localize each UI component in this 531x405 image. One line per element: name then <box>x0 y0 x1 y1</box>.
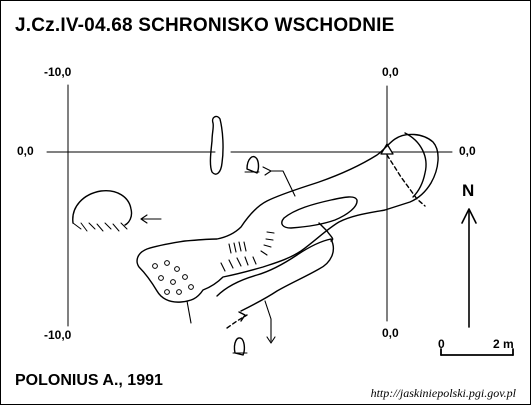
small-niche <box>246 155 260 174</box>
hatch-mark <box>252 256 257 265</box>
rock-block <box>174 266 180 272</box>
hatch-mark <box>236 257 242 267</box>
left-shelter-hatch <box>72 222 128 232</box>
main-chamber-outline <box>136 133 439 303</box>
leader-arrow-head-upper <box>262 166 272 176</box>
hatch-mark <box>243 241 247 252</box>
leader-line-upper <box>270 170 296 197</box>
coord-label-left-bottom: -10,0 <box>44 328 72 342</box>
north-label: N <box>462 181 475 200</box>
cave-main-outline <box>136 132 439 329</box>
left-shelter-outline <box>72 190 133 226</box>
author-credit: POLONIUS A., 1991 <box>15 372 163 389</box>
rock-block <box>158 275 164 281</box>
drip-line-dashed <box>386 154 426 207</box>
north-arrow-head <box>461 208 477 224</box>
exit-dashed-line <box>226 314 248 329</box>
source-url: http://jaskiniepolski.pgi.gov.pl <box>370 386 516 400</box>
leader-line-bottom <box>264 300 272 342</box>
coord-label-left-top: -10,0 <box>44 65 72 79</box>
hatch-mark <box>263 244 272 248</box>
rock-block <box>152 263 158 269</box>
hatch-mark <box>265 238 274 241</box>
scale-end-label: 2 m <box>493 337 514 351</box>
coord-label-right-top: 0,0 <box>382 65 399 79</box>
hatch-marks <box>220 231 275 272</box>
cave-title: J.Cz.IV-04.68 SCHRONISKO WSCHODNIE <box>15 15 395 36</box>
north-arrow <box>461 208 477 328</box>
passage-connector <box>318 222 334 242</box>
scale-start-label: 0 <box>438 337 445 351</box>
rock-block <box>170 279 176 285</box>
hatch-mark <box>220 262 226 272</box>
hatch-mark <box>260 250 268 256</box>
exit-arrow-head <box>238 311 246 322</box>
leader-arrow-head-bottom <box>266 336 276 344</box>
upper-niche <box>209 115 224 175</box>
rock-block <box>176 289 182 295</box>
leader-arrow-head-left <box>140 214 148 224</box>
entrance-arc <box>404 132 427 198</box>
coordinate-grid <box>46 84 453 327</box>
scale-bar <box>440 348 514 356</box>
lower-passage-outline <box>216 238 335 312</box>
rock-block <box>164 289 170 295</box>
coord-label-right-axis: 0,0 <box>459 144 476 158</box>
hatch-mark <box>228 259 234 269</box>
inner-rock-pillar <box>281 196 358 229</box>
isolated-features <box>72 115 260 356</box>
rock-block <box>182 274 188 280</box>
coord-label-left-axis: 0,0 <box>17 144 34 158</box>
coord-label-right-bottom: 0,0 <box>382 326 399 340</box>
hatch-mark <box>244 256 249 266</box>
hatch-mark <box>266 231 275 234</box>
rock-blocks <box>152 260 194 295</box>
hatch-mark <box>233 242 237 253</box>
hatch-mark <box>228 243 232 254</box>
hatch-mark <box>238 241 242 252</box>
rock-block <box>164 260 170 266</box>
leader-line-chamber <box>186 300 192 324</box>
rock-block <box>188 284 194 290</box>
bottom-niche <box>233 337 246 356</box>
leader-arrows <box>140 166 296 344</box>
